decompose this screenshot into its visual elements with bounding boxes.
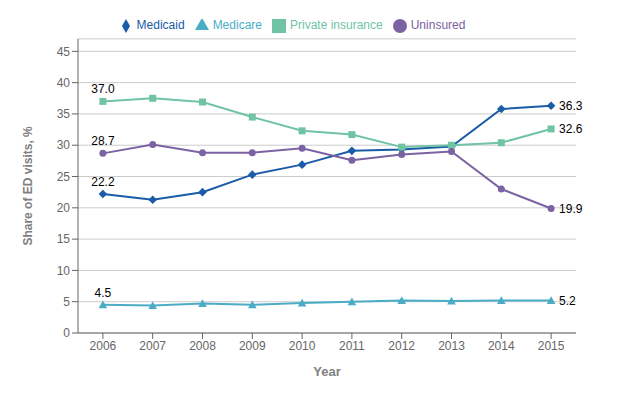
svg-text:19.9: 19.9 <box>559 202 583 216</box>
svg-text:22.2: 22.2 <box>91 175 115 189</box>
html-text:Uninsured: Uninsured <box>410 18 466 32</box>
svg-text:2014: 2014 <box>488 339 515 353</box>
svg-text:10: 10 <box>57 264 71 278</box>
svg-text:37.0: 37.0 <box>91 82 115 96</box>
svg-text:2015: 2015 <box>538 339 565 353</box>
svg-text:2012: 2012 <box>388 339 415 353</box>
svg-text:28.7: 28.7 <box>91 134 115 148</box>
svg-text:2006: 2006 <box>90 339 117 353</box>
svg-text:2010: 2010 <box>289 339 316 353</box>
svg-text:45: 45 <box>57 45 71 59</box>
svg-text:40: 40 <box>57 76 71 90</box>
svg-text:2008: 2008 <box>189 339 216 353</box>
html-text:Medicare: Medicare <box>212 18 262 32</box>
svg-text:20: 20 <box>57 201 71 215</box>
svg-text:2013: 2013 <box>438 339 465 353</box>
svg-text:25: 25 <box>57 170 71 184</box>
svg-text:5: 5 <box>63 295 70 309</box>
svg-text:15: 15 <box>57 232 71 246</box>
svg-text:2009: 2009 <box>239 339 266 353</box>
svg-text:4.5: 4.5 <box>95 286 112 300</box>
svg-text:0: 0 <box>63 326 70 340</box>
svg-text:2007: 2007 <box>139 339 166 353</box>
svg-text:2011: 2011 <box>339 339 365 353</box>
svg-text:35: 35 <box>57 107 71 121</box>
html-text:Medicaid: Medicaid <box>136 18 185 32</box>
svg-text:5.2: 5.2 <box>559 294 576 308</box>
svg-text:30: 30 <box>57 138 71 152</box>
svg-text:36.3: 36.3 <box>559 99 583 113</box>
html-text:Private insurance: Private insurance <box>290 18 383 32</box>
svg-text:32.6: 32.6 <box>559 122 583 136</box>
svg-text:Share of ED visits, %: Share of ED visits, % <box>21 126 35 246</box>
svg-text:Year: Year <box>313 364 340 379</box>
